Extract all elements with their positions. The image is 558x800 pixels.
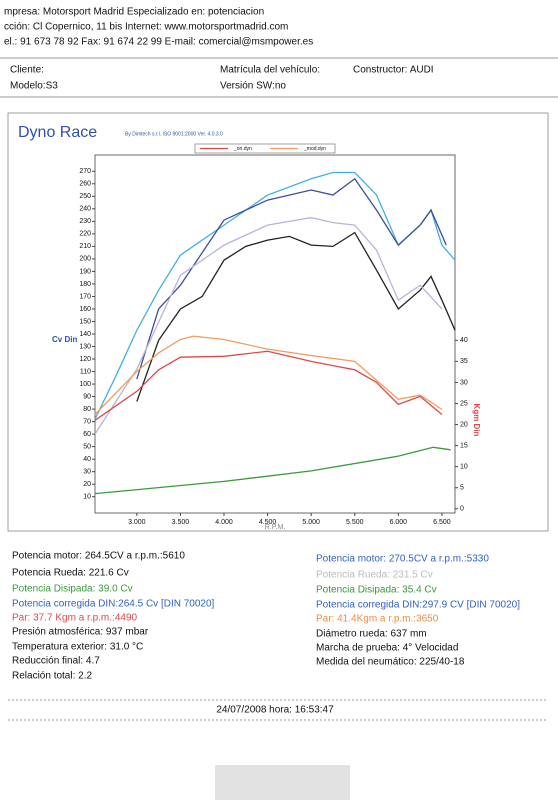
- x-tick-label: 6.500: [433, 519, 451, 526]
- client-label: Cliente:: [10, 65, 44, 76]
- y2-tick-label: 20: [460, 421, 468, 428]
- constructor: Constructor: AUDI: [353, 65, 434, 76]
- result: Marcha de prueba: 4° Velocidad: [316, 643, 458, 654]
- result: Reducción final: 4.7: [12, 656, 100, 667]
- result: Potencia corregida DIN:264.5 Cv [DIN 700…: [12, 599, 215, 610]
- legend: [194, 143, 336, 154]
- result: Potencia Rueda: 231.5 Cv: [316, 570, 433, 581]
- chart-title: Dyno Race: [18, 124, 97, 141]
- y2-tick-label: 5: [460, 485, 464, 492]
- y-tick-label: 190: [79, 268, 91, 275]
- y-tick-label: 80: [83, 406, 91, 413]
- x-tick-label: 3.500: [172, 519, 190, 526]
- power-curve: [94, 446, 451, 495]
- y-tick-label: 20: [83, 481, 91, 488]
- result: Potencia Rueda: 221.6 Cv: [12, 568, 129, 579]
- y2-tick-label: 15: [460, 442, 468, 449]
- y-tick-label: 100: [79, 381, 91, 388]
- chart-box: [7, 112, 549, 532]
- y-tick-label: 40: [83, 456, 91, 463]
- power-curve: [94, 350, 443, 421]
- power-curve: [94, 335, 443, 415]
- result: Potencia Disipada: 35.4 Cv: [316, 585, 437, 596]
- power-curve: [136, 177, 447, 380]
- y-tick-label: 210: [79, 243, 91, 250]
- y-tick-label: 60: [83, 431, 91, 438]
- y2-tick-label: 30: [460, 379, 468, 386]
- legend-label: _mod.dyn: [303, 146, 326, 152]
- x-tick-label: 4.000: [215, 519, 233, 526]
- model: Modelo:S3: [10, 81, 58, 92]
- chart-subtitle: By Dimtech s.r.l. ISO 9001:2000 Ver. 4.0…: [125, 131, 223, 137]
- y2-axis-label: Kgm Din: [472, 404, 481, 437]
- result: Potencia motor: 270.5CV a r.p.m.:5330: [316, 554, 489, 565]
- result: Par: 37.7 Kgm a r.p.m.:4490: [12, 613, 138, 624]
- y-tick-label: 110: [80, 368, 91, 375]
- result: Relación total: 2.2: [12, 671, 92, 682]
- y-tick-label: 180: [79, 281, 91, 288]
- result: Diámetro rueda: 637 mm: [316, 629, 427, 640]
- result: Presión atmosférica: 937 mbar: [12, 627, 149, 638]
- y2-tick-label: 25: [460, 400, 468, 407]
- power-curve: [94, 171, 456, 420]
- y-tick-label: 120: [79, 356, 91, 363]
- plate-label: Matrícula del vehículo:: [220, 65, 320, 76]
- result: Potencia corregida DIN:297.9 CV [DIN 700…: [316, 600, 520, 611]
- result: Par: 41.4Kgm a r.p.m.:3650: [316, 614, 439, 625]
- x-tick-label: 6.000: [390, 519, 408, 526]
- power-curve: [136, 231, 456, 402]
- y-tick-label: 90: [83, 393, 91, 400]
- result: Potencia motor: 264.5CV a r.p.m.:5610: [12, 551, 185, 562]
- result: Potencia Disipada: 39.0 Cv: [12, 584, 133, 595]
- y2-tick-label: 0: [460, 506, 464, 513]
- result: Medida del neumático: 225/40-18: [316, 657, 465, 668]
- y2-tick-label: 40: [460, 337, 468, 344]
- x-tick-label: 5.500: [346, 519, 364, 526]
- y-tick-label: 70: [83, 418, 91, 425]
- header-line: cción: Cl Copernico, 11 bis Internet: ww…: [4, 22, 288, 33]
- y-tick-label: 260: [79, 181, 91, 188]
- y-tick-label: 230: [79, 218, 91, 225]
- y-tick-label: 220: [79, 231, 91, 238]
- y-tick-label: 240: [79, 206, 91, 213]
- y-tick-label: 30: [83, 469, 91, 476]
- result: Temperatura exterior: 31.0 °C: [12, 642, 143, 653]
- header-line: mpresa: Motorsport Madrid Especializado …: [4, 7, 264, 18]
- sw-version: Versión SW:no: [220, 81, 286, 92]
- y2-tick-label: 35: [460, 358, 468, 365]
- x-tick-label: 5.000: [302, 519, 320, 526]
- y-tick-label: 200: [79, 256, 91, 263]
- y2-tick-label: 10: [460, 464, 468, 471]
- y-tick-label: 130: [79, 343, 91, 350]
- y-tick-label: 10: [83, 494, 91, 501]
- y-tick-label: 250: [79, 193, 91, 200]
- x-axis-label: R.P.M.: [265, 524, 286, 531]
- legend-label: _ori.dyn: [233, 146, 252, 152]
- x-tick-label: 4.500: [259, 519, 277, 526]
- y-axis-label: Cv Din: [52, 335, 77, 344]
- y-tick-label: 150: [79, 318, 91, 325]
- header-line: el.: 91 673 78 92 Fax: 91 674 22 99 E-ma…: [4, 37, 313, 48]
- y-tick-label: 140: [79, 331, 91, 338]
- y-tick-label: 170: [79, 293, 91, 300]
- x-tick-label: 3.000: [128, 519, 146, 526]
- footer-date: 24/07/2008 hora: 16:53:47: [216, 705, 334, 716]
- scan-artifact: [215, 765, 350, 800]
- y-tick-label: 270: [79, 168, 91, 175]
- plot-area: [94, 154, 456, 514]
- y-tick-label: 50: [83, 444, 91, 451]
- y-tick-label: 160: [79, 306, 91, 313]
- power-curve: [94, 216, 443, 435]
